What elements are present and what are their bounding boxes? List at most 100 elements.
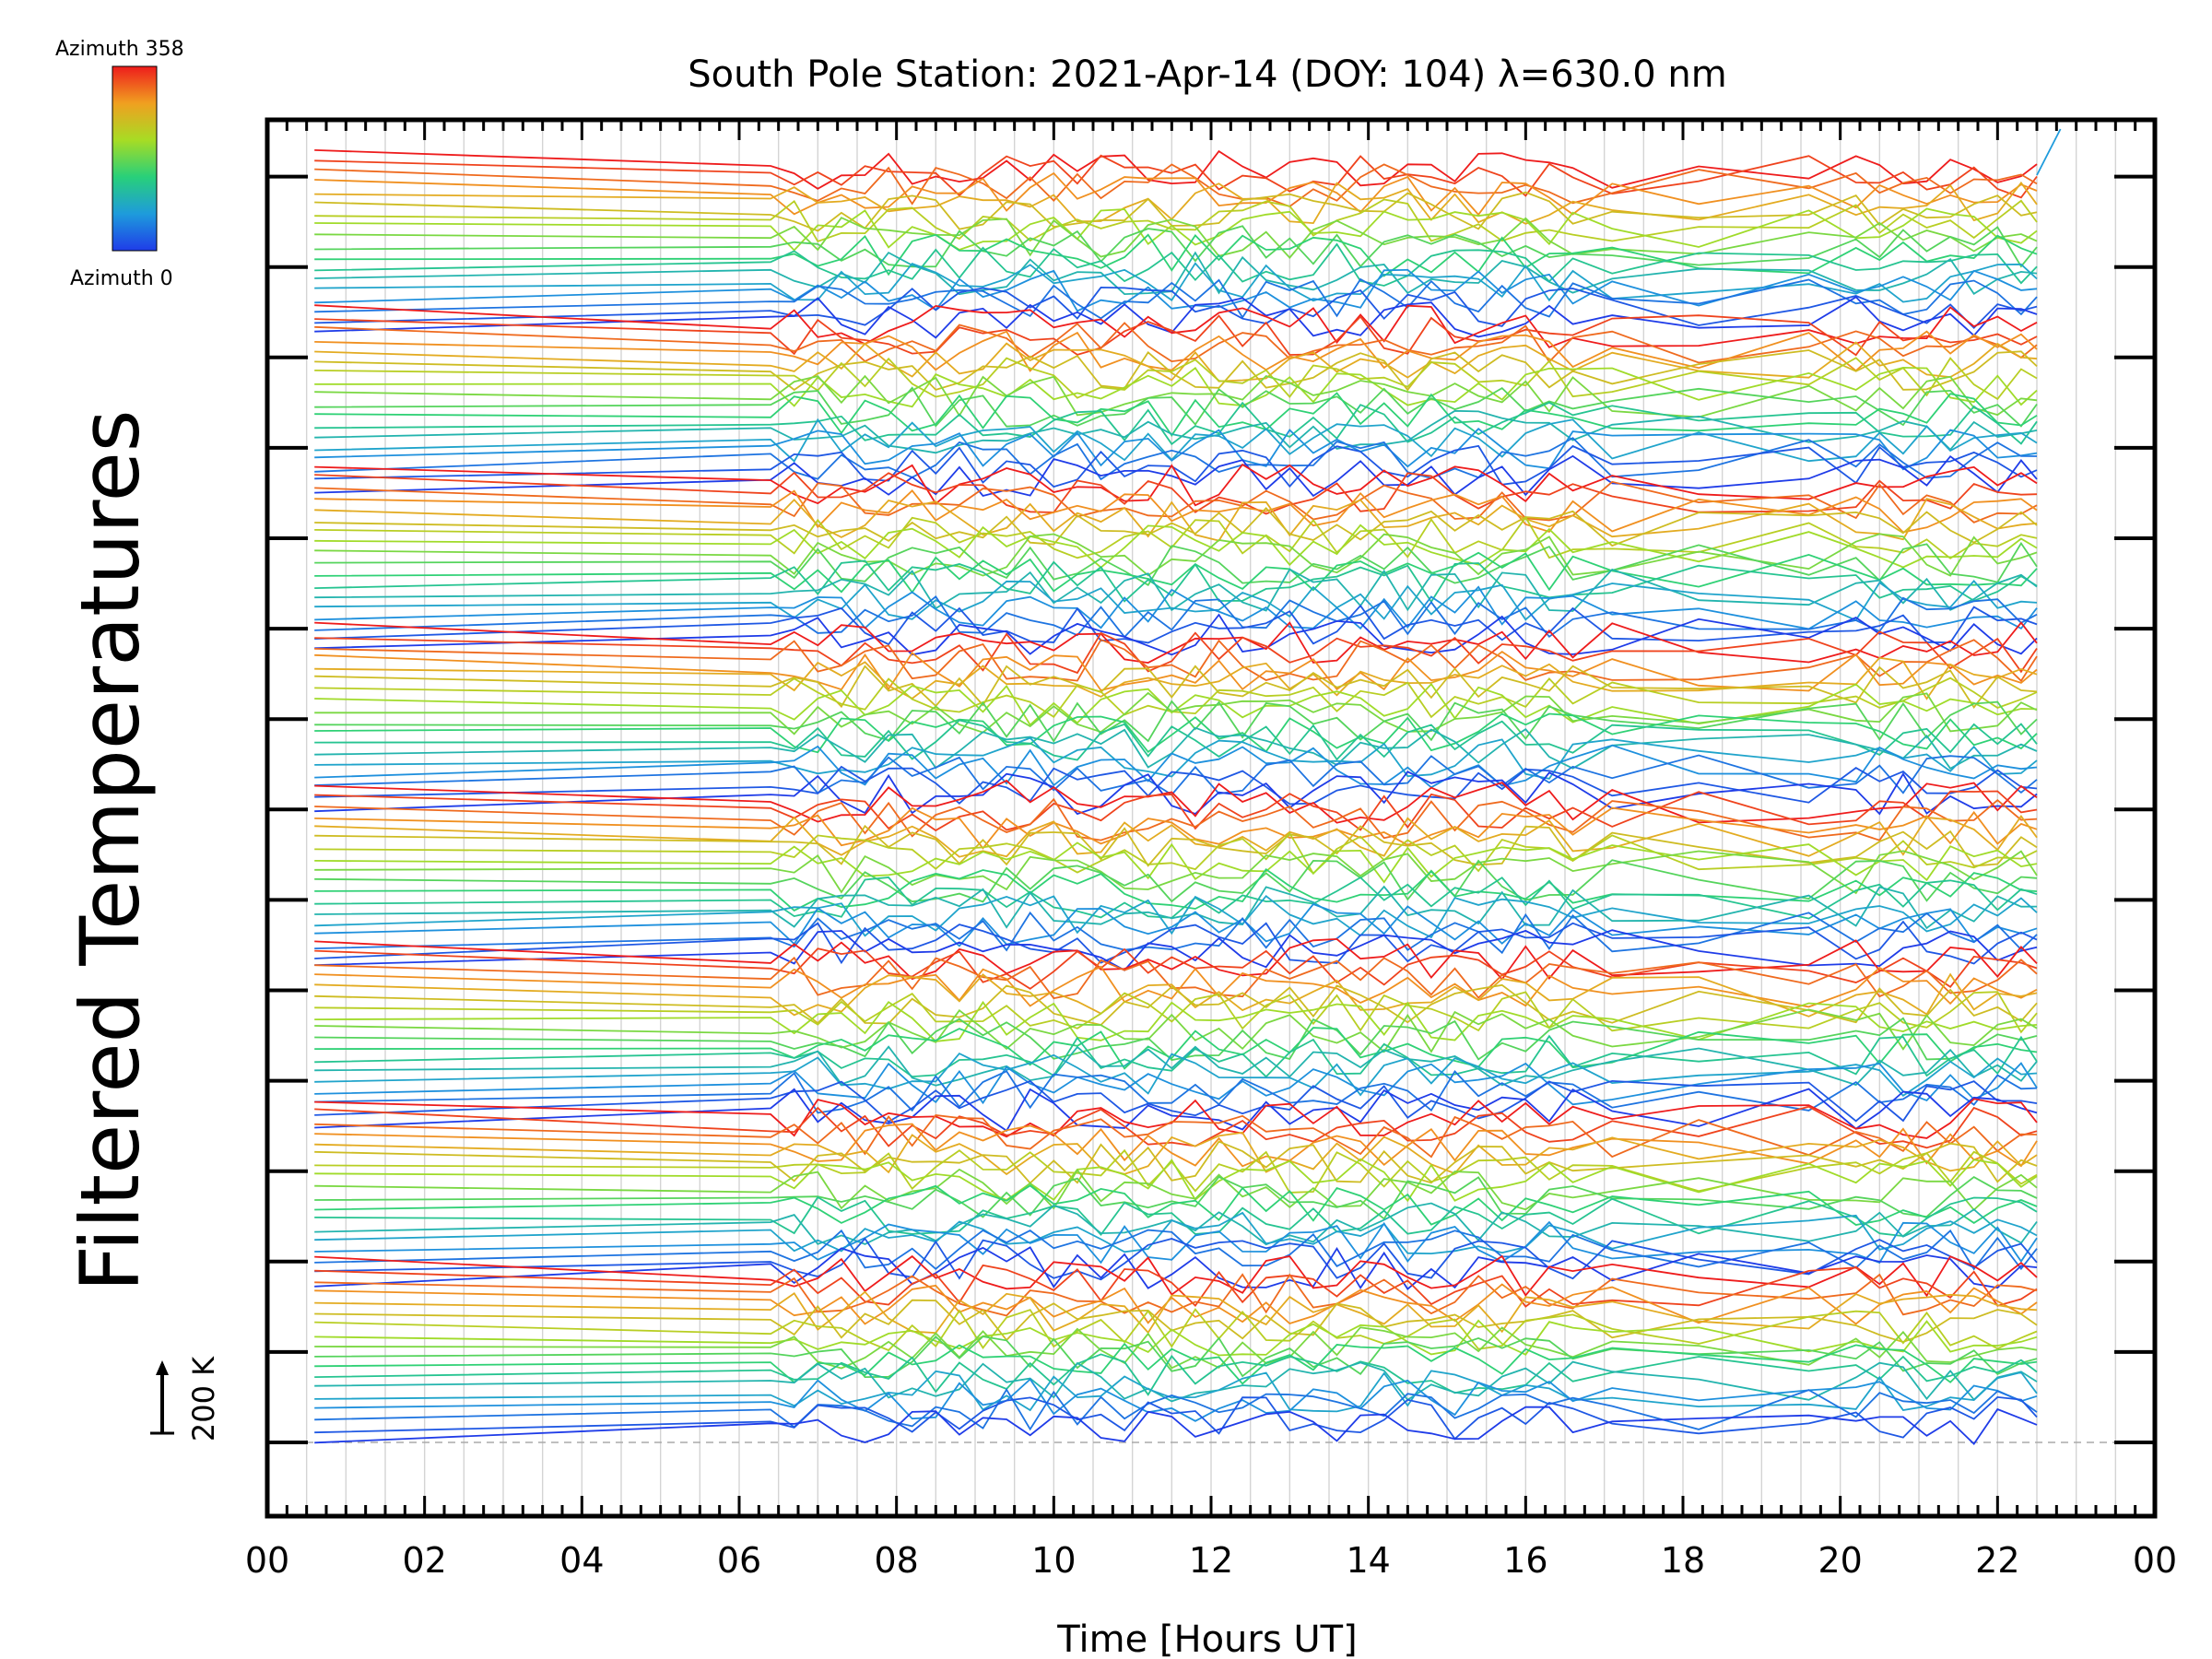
series-line <box>314 191 2038 232</box>
scale-bar-label: 200 K <box>186 1356 221 1441</box>
series-line <box>314 1254 2038 1298</box>
series-line <box>314 876 2038 920</box>
series-line <box>314 1378 2038 1422</box>
series-line <box>314 929 2038 971</box>
x-axis-label: Time [Hours UT] <box>1056 1618 1357 1659</box>
series-line <box>314 665 2038 709</box>
series-line <box>314 330 2038 372</box>
x-tick-labels: 00 02 04 06 08 10 12 14 16 18 20 22 00 <box>245 1540 2177 1581</box>
series-line <box>314 242 2038 287</box>
series-line <box>314 902 2038 947</box>
vertical-gridlines <box>267 124 2155 1512</box>
series-line <box>314 198 2038 242</box>
series-line <box>314 1220 2038 1265</box>
series-line <box>314 594 2038 639</box>
series-line <box>314 471 2038 515</box>
series-line <box>314 386 2038 428</box>
series-line <box>314 559 2038 604</box>
x-tick-label: 16 <box>1503 1540 1547 1581</box>
series-line <box>314 409 2038 454</box>
x-tick-label: 12 <box>1189 1540 1233 1581</box>
series-line <box>314 937 2038 981</box>
series-line <box>314 341 2038 382</box>
series-line <box>314 972 2038 1018</box>
series-line <box>314 1395 2038 1441</box>
colorbar-top-label: Azimuth 358 <box>55 38 184 61</box>
series-line <box>314 1229 2038 1271</box>
colorbar-legend: Azimuth 358 Azimuth 0 <box>55 38 184 290</box>
series-line <box>314 1387 2038 1431</box>
series-line <box>314 677 2038 719</box>
x-tick-label: 10 <box>1031 1540 1076 1581</box>
series-line <box>314 488 2038 534</box>
series-line <box>314 296 2038 339</box>
series-line <box>314 1123 2038 1168</box>
x-tick-label: 18 <box>1661 1540 1705 1581</box>
series-line <box>314 719 2038 761</box>
series-line <box>314 744 2038 789</box>
series-line <box>314 754 2038 796</box>
series-line <box>314 568 2038 612</box>
series-line <box>314 1175 2038 1220</box>
series-line <box>314 1342 2038 1385</box>
series-line <box>314 498 2038 542</box>
series-line <box>314 1079 2038 1124</box>
series-line <box>314 304 2038 348</box>
series-line <box>314 885 2038 930</box>
series-line <box>314 163 2038 208</box>
series-line <box>314 1034 2038 1078</box>
series-line <box>314 1088 2038 1133</box>
series-line <box>314 1168 2038 1212</box>
series-line <box>314 262 2038 303</box>
series-line <box>314 463 2038 507</box>
series-line <box>314 650 2038 692</box>
x-tick-label: 00 <box>245 1540 289 1581</box>
series-line <box>314 480 2038 524</box>
colorbar-bottom-label: Azimuth 0 <box>70 267 173 290</box>
series-line <box>314 1246 2038 1290</box>
series-line <box>314 868 2038 912</box>
series-line <box>314 700 2038 743</box>
x-tick-label: 08 <box>874 1540 918 1581</box>
series-lines <box>314 128 2062 1445</box>
series-spike <box>2036 128 2062 176</box>
series-line <box>314 1308 2038 1352</box>
series-line <box>314 1335 2038 1379</box>
series-line <box>314 533 2038 577</box>
series-line <box>314 965 2038 1008</box>
series-line <box>314 515 2038 559</box>
series-line <box>314 991 2038 1034</box>
x-tick-label: 22 <box>1975 1540 2019 1581</box>
colorbar <box>112 65 158 252</box>
series-line <box>314 286 2038 329</box>
series-line <box>314 1148 2038 1194</box>
series-line <box>314 579 2038 622</box>
series-line <box>314 1114 2038 1159</box>
series-line <box>314 956 2038 1000</box>
series-line <box>314 1008 2038 1053</box>
series-line <box>314 712 2038 754</box>
series-line <box>314 1131 2038 1176</box>
x-tick-label: 20 <box>1818 1540 1862 1581</box>
series-line <box>314 225 2038 268</box>
series-line <box>314 850 2038 895</box>
x-tick-label: 00 <box>2133 1540 2177 1581</box>
series-line <box>314 1184 2038 1226</box>
scale-bar: 200 K <box>150 1356 221 1441</box>
series-line <box>314 682 2038 726</box>
x-tick-label: 02 <box>402 1540 446 1581</box>
series-line <box>314 551 2038 594</box>
y-axis-label: Filtered Temperatures <box>63 409 158 1291</box>
series-line <box>314 1406 2038 1445</box>
series-line <box>314 1202 2038 1246</box>
series-line <box>314 1000 2038 1042</box>
series-line <box>314 1098 2038 1139</box>
series-line <box>314 736 2038 780</box>
series-line <box>314 1070 2038 1114</box>
x-tick-label: 04 <box>559 1540 604 1581</box>
series-line <box>314 1360 2038 1403</box>
plot-frame <box>265 117 2158 1519</box>
series-line <box>314 1264 2038 1308</box>
series-line <box>314 630 2038 675</box>
